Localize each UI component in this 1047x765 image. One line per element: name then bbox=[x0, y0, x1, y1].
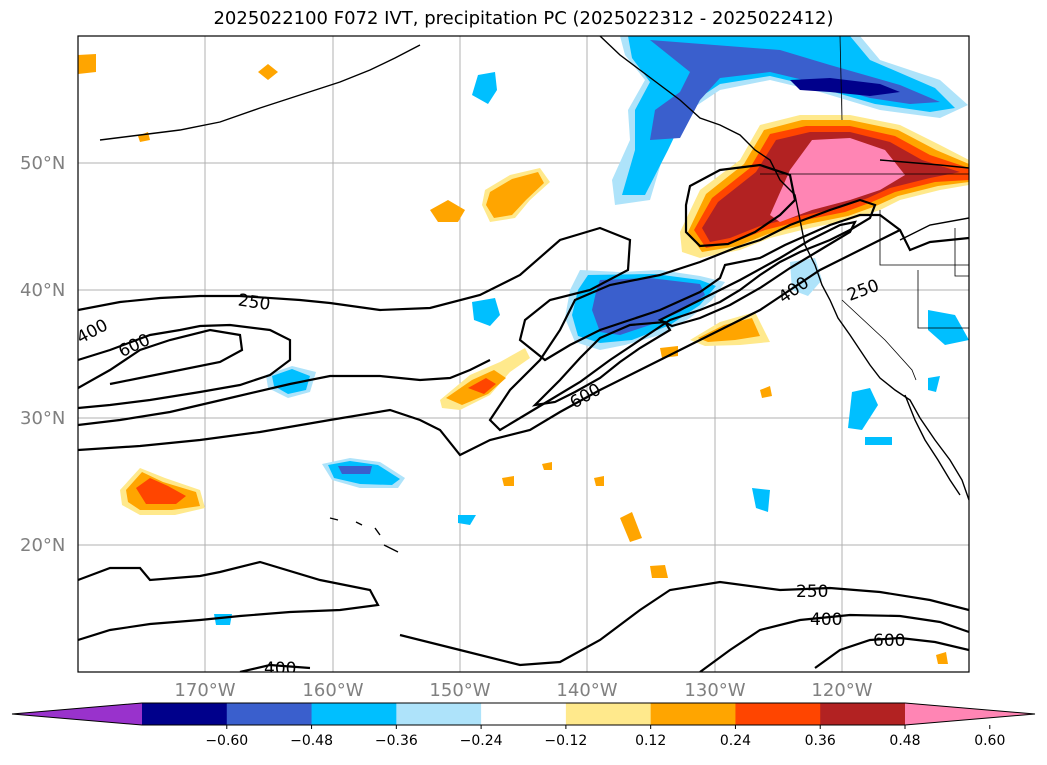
lon-label-120w: 120°W bbox=[811, 680, 872, 701]
blue-region-alaska-deep bbox=[790, 78, 900, 96]
lat-label-30n: 30°N bbox=[20, 408, 65, 429]
borders bbox=[760, 36, 969, 381]
blue-region-small-3 bbox=[928, 376, 940, 392]
contour-label-250-c: 250 bbox=[796, 582, 828, 602]
warm-region-small-2 bbox=[78, 54, 96, 74]
warm-region-east-1b bbox=[698, 318, 760, 342]
colorbar-segment bbox=[481, 703, 567, 725]
colorbar-segment bbox=[735, 703, 821, 725]
warm-region-east-4 bbox=[660, 346, 678, 358]
contour-600-southeast bbox=[814, 636, 969, 669]
contour-label-400-d: 400 bbox=[810, 610, 842, 630]
colorbar-tick-label: −0.48 bbox=[290, 733, 333, 749]
lon-label-150w: 150°W bbox=[429, 680, 490, 701]
colorbar-segment bbox=[142, 703, 228, 725]
warm-region-east-2 bbox=[620, 512, 642, 542]
warm-region-pacific-c3 bbox=[468, 378, 496, 394]
lat-label-40n: 40°N bbox=[20, 280, 65, 301]
colorbar-tick-label: −0.24 bbox=[460, 733, 503, 749]
contour-400-west bbox=[78, 323, 292, 410]
blue-region-small-1 bbox=[458, 515, 476, 525]
contour-400-central bbox=[78, 229, 901, 457]
colorbar-extend-high bbox=[905, 703, 1035, 725]
blue-region-pacific-4c bbox=[338, 466, 372, 474]
warm-region-small-3 bbox=[760, 386, 772, 398]
colorbar-tick-label: 0.36 bbox=[805, 733, 836, 749]
contour-outer-pnw bbox=[684, 163, 797, 248]
warm-region-small-1 bbox=[258, 64, 278, 80]
colorbar: −0.60 −0.48 −0.36 −0.24 −0.12 0.12 0.24 0.36 0.4… bbox=[11, 702, 1036, 749]
warm-region-pacific-b bbox=[430, 200, 465, 222]
contour-400-southeast bbox=[699, 613, 969, 672]
map-frame bbox=[77, 35, 970, 673]
blue-region-small-2 bbox=[214, 614, 232, 625]
colorbar-extend-low bbox=[12, 703, 142, 725]
blue-region-coast-1 bbox=[790, 258, 822, 296]
contour-labels: 250 400 600 400 250 600 400 250 400 600 bbox=[78, 273, 905, 679]
map-title: 2025022100 F072 IVT, precipitation PC (2… bbox=[213, 8, 834, 29]
warm-region-east-3 bbox=[650, 565, 668, 578]
colorbar-tick-label: 0.12 bbox=[635, 733, 666, 749]
colorbar-tick-label: 0.24 bbox=[720, 733, 751, 749]
contour-label-400-c: 400 bbox=[264, 659, 296, 679]
contour-600-west bbox=[78, 328, 244, 389]
warm-region-small-6 bbox=[594, 476, 604, 486]
warm-region-small-4 bbox=[936, 652, 948, 664]
contour-label-600-c: 600 bbox=[873, 631, 905, 651]
blue-region-pacific-3b bbox=[272, 369, 310, 394]
positive-anomaly-regions bbox=[78, 54, 969, 664]
colorbar-tick-label: 0.48 bbox=[889, 733, 920, 749]
warm-region-hawaii-w3 bbox=[136, 478, 186, 504]
lat-label-20n: 20°N bbox=[20, 535, 65, 556]
ivt-contours bbox=[78, 163, 969, 672]
colorbar-segment bbox=[226, 703, 313, 725]
colorbar-segment bbox=[650, 703, 736, 725]
blue-region-pacific-1 bbox=[472, 72, 497, 104]
blue-region-coast-5 bbox=[865, 437, 892, 445]
blue-region-alaska-core bbox=[650, 40, 940, 140]
coastlines bbox=[99, 36, 969, 553]
colorbar-segment bbox=[820, 703, 906, 725]
colorbar-tick-label: 0.60 bbox=[974, 733, 1005, 749]
blue-region-coast-3 bbox=[928, 310, 969, 345]
colorbar-tick-label: −0.60 bbox=[205, 733, 248, 749]
warm-region-small-7 bbox=[542, 462, 552, 470]
lat-label-50n: 50°N bbox=[20, 153, 65, 174]
blue-region-coast-2 bbox=[848, 388, 878, 430]
warm-region-pacific-a2 bbox=[486, 172, 544, 218]
lon-label-160w: 160°W bbox=[302, 680, 363, 701]
contour-400-south-edge bbox=[239, 663, 311, 672]
colorbar-tick-label: −0.36 bbox=[375, 733, 418, 749]
longitude-labels: 170°W 160°W 150°W 140°W 130°W 120°W bbox=[174, 680, 872, 701]
colorbar-outline bbox=[11, 702, 1036, 726]
contour-label-250-a: 250 bbox=[237, 291, 272, 315]
blue-region-pacific-2 bbox=[472, 298, 500, 326]
contour-250-south bbox=[78, 560, 380, 642]
colorbar-segment bbox=[396, 703, 482, 725]
warm-region-pnw-pink bbox=[770, 138, 905, 222]
lon-label-140w: 140°W bbox=[556, 680, 617, 701]
blue-region-coast-4 bbox=[752, 488, 770, 512]
blue-region-central-core bbox=[592, 278, 705, 335]
warm-region-small-8 bbox=[502, 476, 514, 486]
lon-label-130w: 130°W bbox=[684, 680, 745, 701]
contour-250-southeast bbox=[399, 580, 969, 667]
contour-250-west bbox=[78, 213, 969, 362]
contour-600-central bbox=[531, 220, 857, 407]
colorbar-segment bbox=[311, 703, 397, 725]
lon-label-170w: 170°W bbox=[174, 680, 235, 701]
contour-250-south-west bbox=[78, 359, 491, 427]
latitude-labels: 50°N 40°N 30°N 20°N bbox=[20, 153, 65, 556]
negative-anomaly-regions bbox=[214, 36, 969, 625]
colorbar-tick-label: −0.12 bbox=[544, 733, 587, 749]
colorbar-segment bbox=[565, 703, 652, 725]
